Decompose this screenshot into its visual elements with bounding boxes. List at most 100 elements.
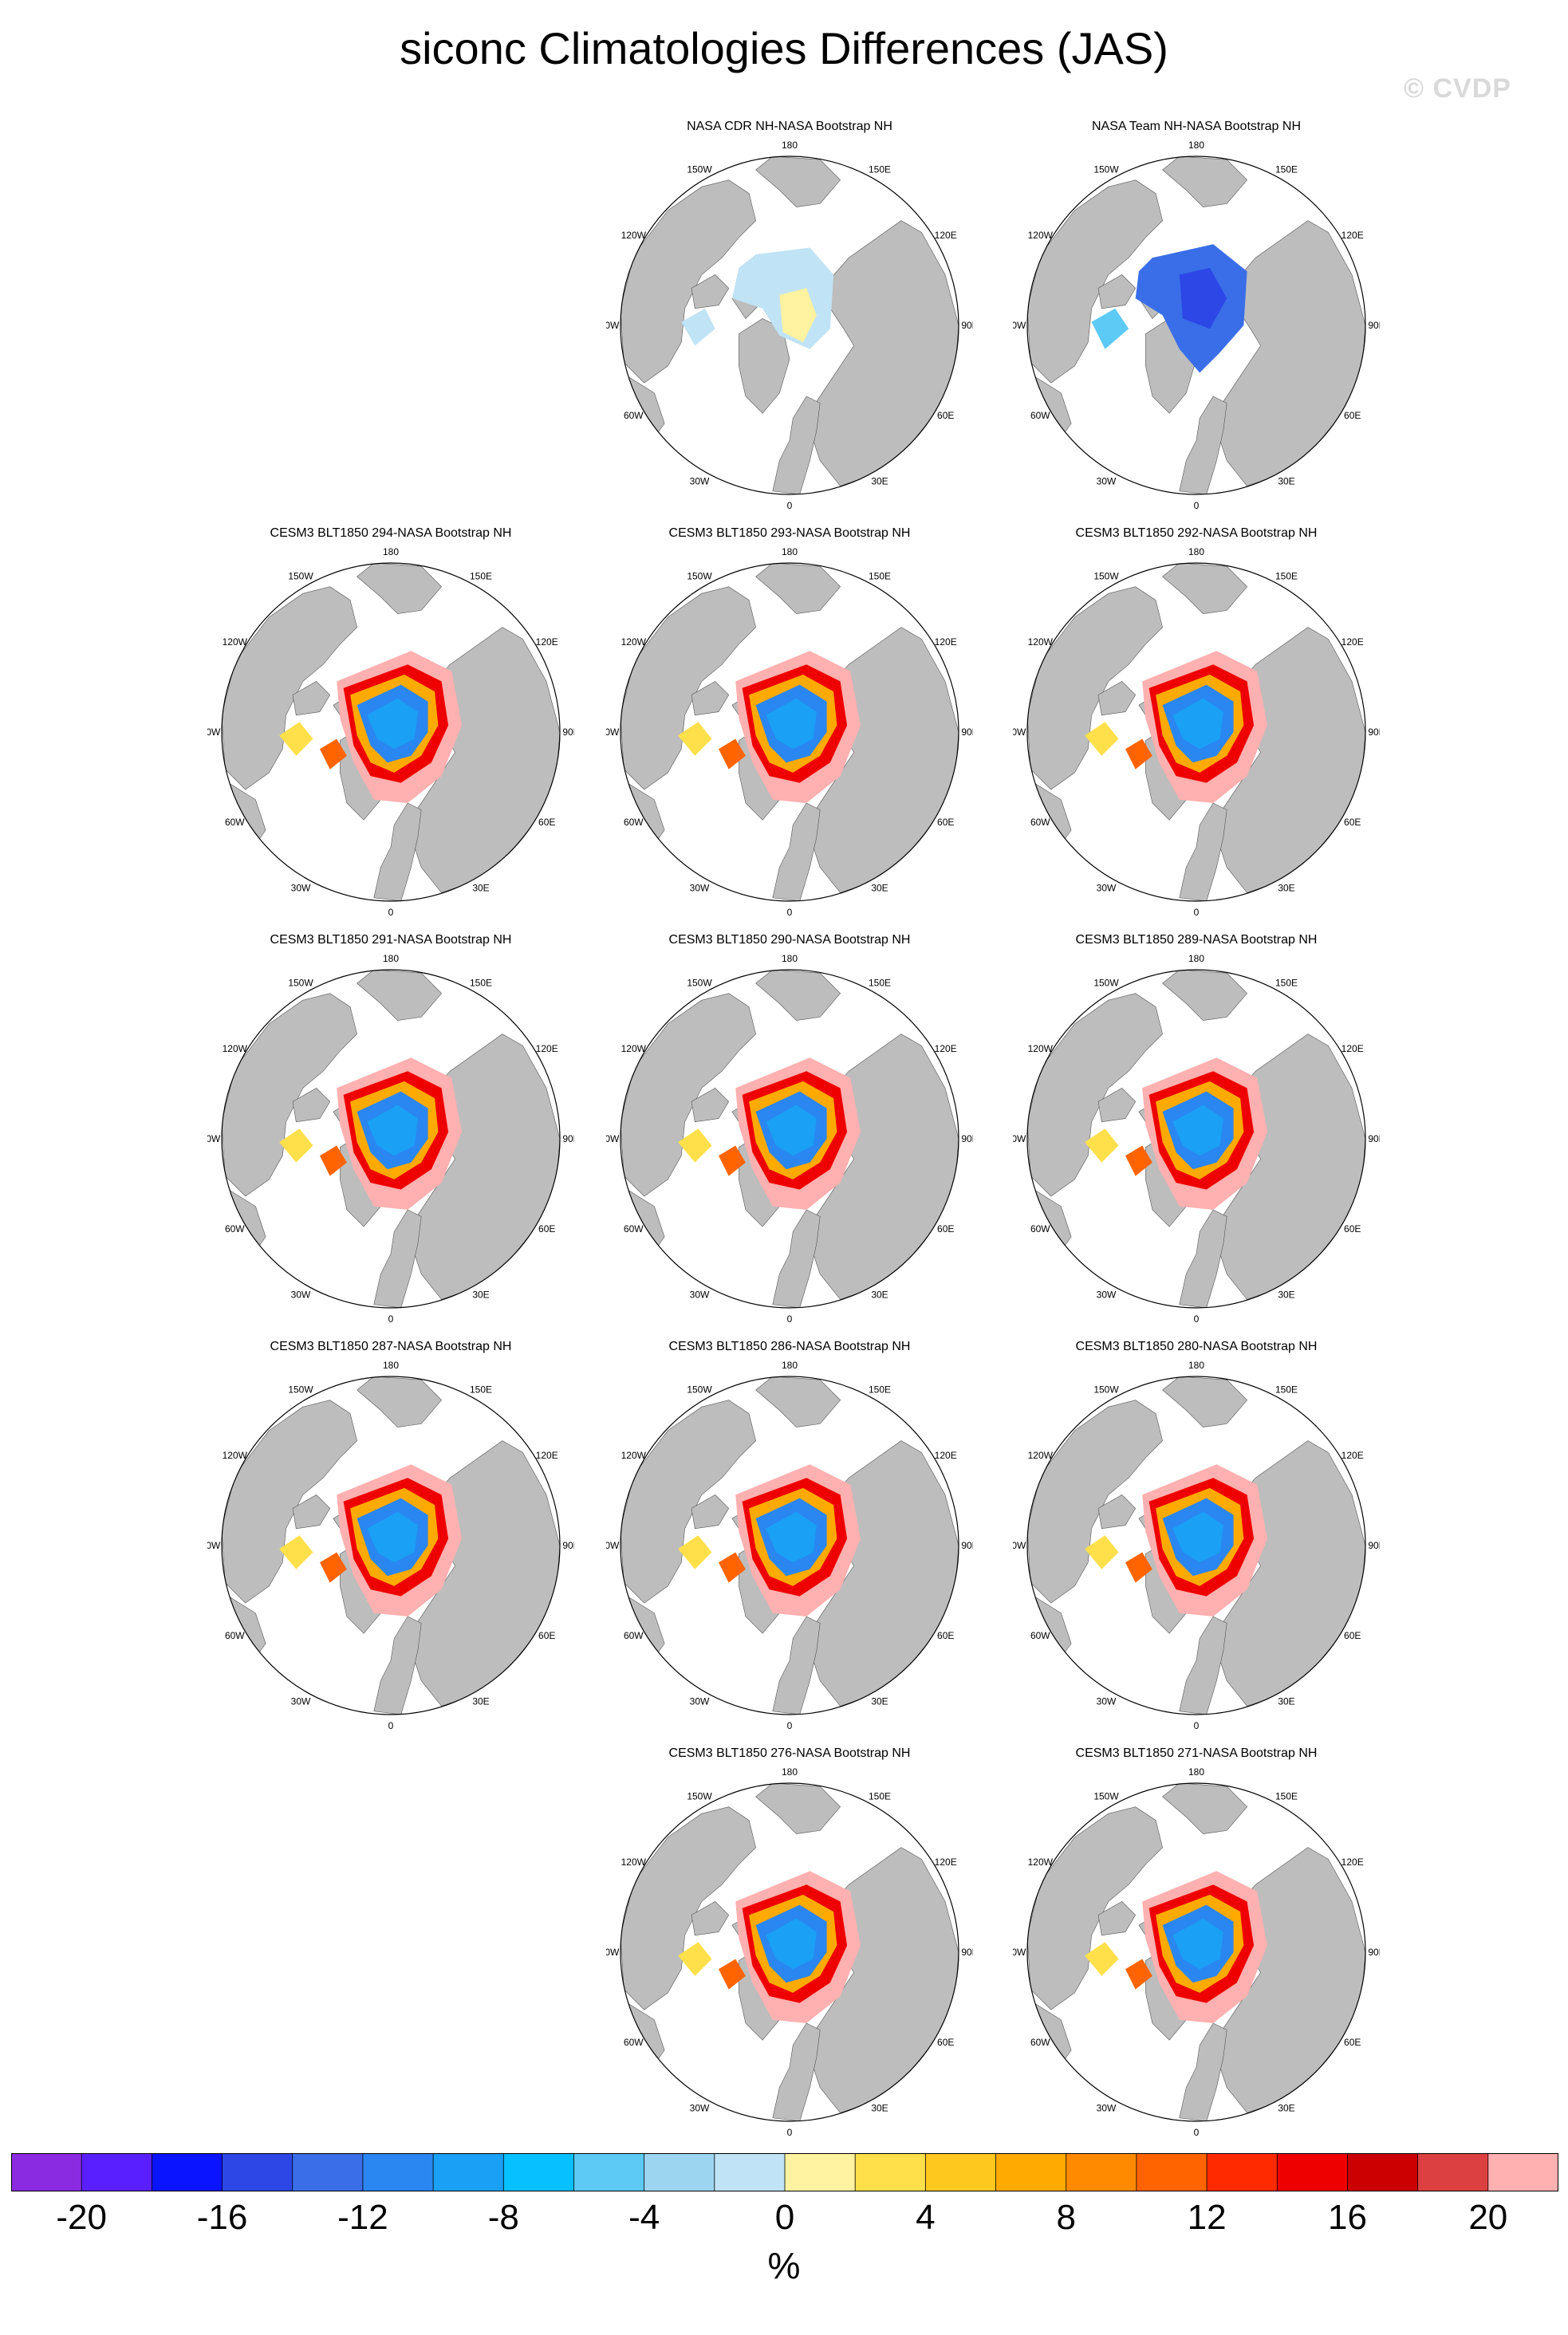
longitude-label: 150E [1275, 570, 1298, 581]
longitude-label: 90E [1368, 320, 1380, 331]
land-mass [373, 1616, 422, 1715]
longitude-label: 30E [1278, 476, 1294, 487]
map-border [221, 969, 561, 1309]
longitude-label: 90W [606, 320, 620, 331]
panel-title: CESM3 BLT1850 289-NASA Bootstrap NH [1075, 933, 1318, 947]
longitude-label: 150E [1275, 1790, 1298, 1801]
polar-map: 180 150E 120E 90E 60E 30E 0 30W 60W 90W 120W 150W [606, 546, 973, 918]
land-mass [1179, 802, 1227, 901]
longitude-label: 30W [291, 883, 311, 894]
longitude-label: 90E [562, 1540, 574, 1551]
polar-map: 180 150E 120E 90E 60E 30E 0 30W 60W 90W 120W 150W [1013, 546, 1380, 918]
longitude-label: 90W [1013, 1947, 1026, 1958]
sea-ice-difference [1125, 1959, 1152, 1990]
longitude-label: 90E [961, 1133, 973, 1144]
longitude-label: 120W [223, 636, 248, 648]
longitude-label: 30W [1097, 476, 1117, 487]
sea-ice-difference [1091, 308, 1129, 349]
longitude-label: 30W [690, 1696, 710, 1707]
longitude-label: 0 [1194, 1720, 1200, 1731]
longitude-label: 60E [937, 410, 954, 421]
longitude-label: 60W [624, 1223, 644, 1234]
map-border [1026, 156, 1366, 495]
longitude-label: 150E [1275, 1384, 1298, 1395]
longitude-label: 180 [1188, 546, 1204, 557]
longitude-label: 90W [1013, 1540, 1026, 1551]
sea-ice-difference [1172, 1918, 1223, 1970]
land-mass [1027, 179, 1163, 384]
panel-title: NASA Team NH-NASA Bootstrap NH [1091, 120, 1302, 133]
land-mass [1027, 586, 1163, 790]
longitude-label: 150E [1275, 977, 1298, 988]
land-mass [292, 1494, 331, 1530]
sea-ice-difference [1085, 1128, 1119, 1163]
sea-ice-difference [766, 698, 817, 750]
colorbar-swatch [432, 2153, 505, 2191]
longitude-label: 120E [935, 230, 957, 241]
longitude-label: 150E [470, 977, 492, 988]
colorbar-swatch [1276, 2153, 1349, 2191]
land-mass [222, 586, 357, 790]
longitude-label: 30E [871, 2103, 888, 2114]
map-panel: CESM3 BLT1850 294-NASA Bootstrap NH 180 15… [207, 526, 574, 933]
sea-ice-difference [1179, 267, 1227, 329]
sea-ice-difference [1085, 722, 1119, 756]
land-mass [772, 1209, 821, 1308]
longitude-label: 90E [1368, 1947, 1380, 1958]
sea-ice-difference [279, 1535, 313, 1569]
map-border [1026, 1782, 1366, 2122]
longitude-label: 30E [871, 883, 888, 894]
map-border [620, 156, 959, 495]
map-panel: CESM3 BLT1850 286-NASA Bootstrap NH 180 15… [606, 1340, 973, 1746]
longitude-label: 150W [1093, 163, 1119, 175]
colorbar-swatch [784, 2153, 857, 2191]
land-mass [373, 1209, 422, 1308]
sea-ice-difference [1172, 1511, 1223, 1563]
panel-title: CESM3 BLT1850 290-NASA Bootstrap NH [668, 933, 911, 947]
longitude-label: 90E [961, 1540, 973, 1551]
sea-ice-difference [719, 1552, 746, 1583]
colorbar-tick-label: 20 [1468, 2198, 1508, 2237]
sea-ice-difference [279, 722, 313, 756]
land-mass [1097, 1494, 1137, 1530]
longitude-label: 90E [1368, 726, 1380, 738]
sea-ice-difference [367, 1511, 418, 1563]
longitude-label: 30W [690, 1290, 710, 1301]
longitude-label: 60W [225, 817, 245, 828]
longitude-label: 0 [787, 500, 793, 511]
longitude-label: 30E [472, 883, 489, 894]
land-mass [1179, 396, 1227, 494]
polar-map: 180 150E 120E 90E 60E 30E 0 30W 60W 90W 120W 150W [1013, 140, 1380, 511]
longitude-label: 120E [1341, 1043, 1364, 1054]
map-panel: CESM3 BLT1850 287-NASA Bootstrap NH 180 15… [207, 1340, 574, 1746]
map-panel: CESM3 BLT1850 271-NASA Bootstrap NH 180 15… [1013, 1746, 1380, 2153]
colorbar-tick-label: 8 [1056, 2198, 1076, 2237]
sea-ice-difference [678, 1535, 712, 1569]
longitude-label: 60E [1344, 1630, 1361, 1641]
longitude-label: 0 [787, 1313, 793, 1325]
colorbar-swatch [573, 2153, 645, 2191]
map-panel: CESM3 BLT1850 276-NASA Bootstrap NH 180 15… [606, 1746, 973, 2153]
longitude-label: 60W [624, 410, 644, 421]
longitude-label: 150W [687, 570, 712, 581]
longitude-label: 60W [1030, 1223, 1050, 1234]
longitude-label: 150E [869, 977, 891, 988]
longitude-label: 150E [1275, 163, 1298, 175]
longitude-label: 120W [1028, 230, 1054, 241]
sea-ice-difference [320, 1552, 347, 1583]
longitude-label: 150E [470, 570, 492, 581]
longitude-label: 0 [388, 1313, 394, 1325]
polar-map: 180 150E 120E 90E 60E 30E 0 30W 60W 90W 120W 150W [606, 953, 973, 1325]
longitude-label: 90W [1013, 320, 1026, 331]
map-panel: CESM3 BLT1850 280-NASA Bootstrap NH 180 15… [1013, 1340, 1380, 1746]
map-panel: CESM3 BLT1850 293-NASA Bootstrap NH 180 15… [606, 526, 973, 933]
longitude-label: 60E [1344, 817, 1361, 828]
longitude-label: 120E [1341, 1857, 1364, 1868]
colorbar-tick-labels: -20 -16 -12 -8 -4 0 4 8 12 16 20 [0, 2198, 1568, 2246]
map-border [620, 1782, 959, 2122]
sea-ice-difference [279, 1128, 313, 1163]
land-mass [691, 274, 730, 309]
longitude-label: 60E [937, 1630, 954, 1641]
longitude-label: 0 [787, 907, 793, 918]
longitude-label: 60E [937, 817, 954, 828]
